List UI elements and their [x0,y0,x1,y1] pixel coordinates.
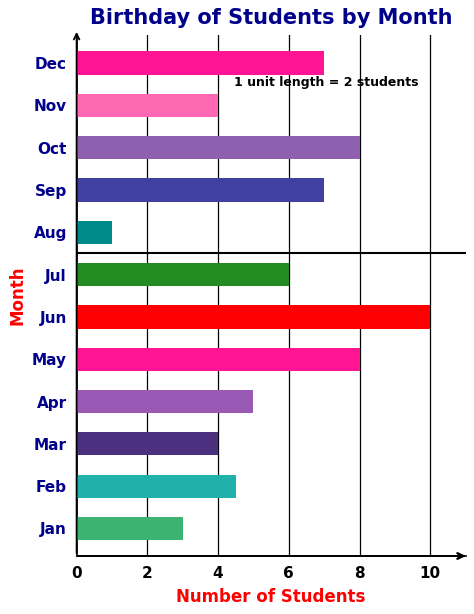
Bar [77,94,218,117]
Bar [77,432,218,456]
X-axis label: Number of Students: Number of Students [176,588,366,605]
Bar [77,136,360,159]
Bar [77,220,112,244]
Bar [77,390,254,413]
Bar [77,517,182,540]
Bar [77,52,324,74]
Title: Birthday of Students by Month: Birthday of Students by Month [90,9,452,28]
Bar [77,475,236,498]
Bar [77,305,430,328]
Bar [77,348,360,371]
Y-axis label: Month: Month [9,266,27,325]
Text: 1 unit length = 2 students: 1 unit length = 2 students [235,76,419,89]
Bar [77,178,324,201]
Bar [77,263,289,286]
